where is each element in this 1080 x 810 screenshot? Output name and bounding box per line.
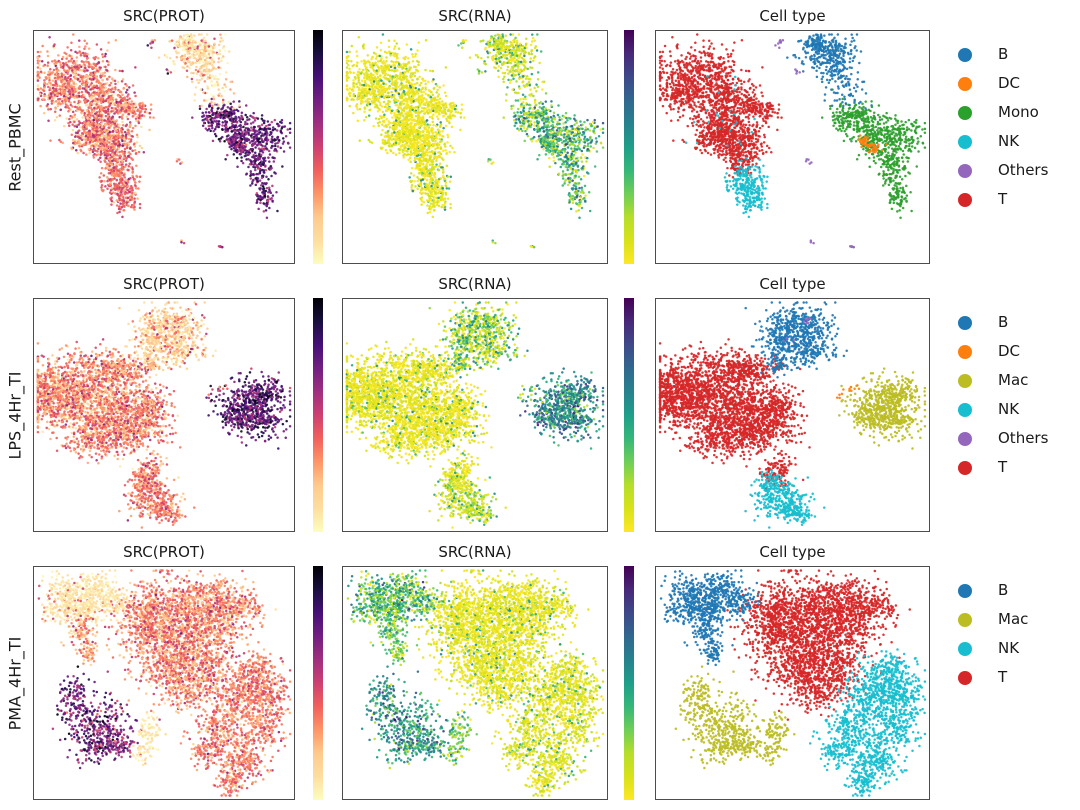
legend-label: NK: [998, 639, 1020, 657]
legend-item-b: B: [948, 576, 1078, 605]
umap-panel-rna-row1: [342, 298, 608, 532]
legend-item-t: T: [948, 663, 1078, 692]
legend-swatch: [958, 47, 972, 62]
umap-panel-celltype-row2: [655, 566, 930, 800]
celltype-legend-row0: B DC Mono NK Others T: [948, 30, 1078, 214]
row-label-text: LPS_4Hr_TI: [5, 371, 25, 459]
legend-item-others: Others: [948, 156, 1078, 185]
scatter-canvas-prot-row0: [34, 31, 294, 263]
legend-item-mono: Mono: [948, 98, 1078, 127]
legend-item-nk: NK: [948, 127, 1078, 156]
colorbar-viridis-row2: [624, 566, 634, 800]
legend-label: B: [998, 45, 1009, 63]
legend-item-nk: NK: [948, 634, 1078, 663]
umap-panel-celltype-row0: [655, 30, 930, 264]
row-label-rest-pbmc: Rest_PBMC: [0, 30, 30, 264]
panel-title-rna: SRC(RNA): [438, 275, 512, 293]
colorbar-viridis-row1: [624, 298, 634, 532]
legend-item-others: Others: [948, 424, 1078, 453]
legend-item-t: T: [948, 453, 1078, 482]
panel-title-rna: SRC(RNA): [438, 7, 512, 25]
legend-swatch: [958, 641, 972, 656]
legend-swatch: [958, 344, 972, 359]
umap-panel-celltype-row1: [655, 298, 930, 532]
legend-item-dc: DC: [948, 69, 1078, 98]
row-label-lps-4hr-ti: LPS_4Hr_TI: [0, 298, 30, 532]
panel-title-rna: SRC(RNA): [438, 543, 512, 561]
umap-panel-prot-row0: [33, 30, 295, 264]
legend-label: T: [998, 668, 1008, 686]
legend-item-t: T: [948, 185, 1078, 214]
legend-swatch: [958, 105, 972, 120]
legend-item-b: B: [948, 308, 1078, 337]
legend-swatch: [958, 460, 972, 475]
umap-panel-rna-row2: [342, 566, 608, 800]
legend-label: DC: [998, 74, 1021, 92]
scatter-canvas-celltype-row0: [656, 31, 929, 263]
panel-title-prot: SRC(PROT): [123, 543, 205, 561]
scatter-canvas-celltype-row1: [656, 299, 929, 531]
celltype-legend-row2: B Mac NK T: [948, 566, 1078, 692]
legend-swatch: [958, 670, 972, 685]
legend-label: Mac: [998, 371, 1029, 389]
scatter-canvas-celltype-row2: [656, 567, 929, 799]
legend-swatch: [958, 431, 972, 446]
row-label-text: PMA_4Hr_TI: [5, 636, 25, 730]
umap-panel-prot-row2: [33, 566, 295, 800]
panel-title-prot: SRC(PROT): [123, 275, 205, 293]
legend-item-mac: Mac: [948, 366, 1078, 395]
legend-item-b: B: [948, 40, 1078, 69]
panel-title-celltype: Cell type: [759, 543, 826, 561]
legend-swatch: [958, 134, 972, 149]
panel-title-celltype: Cell type: [759, 7, 826, 25]
legend-label: Mono: [998, 103, 1039, 121]
panel-title-prot: SRC(PROT): [123, 7, 205, 25]
scatter-canvas-rna-row1: [343, 299, 607, 531]
colorbar-viridis-row0: [624, 30, 634, 264]
scatter-canvas-rna-row2: [343, 567, 607, 799]
legend-swatch: [958, 315, 972, 330]
legend-label: B: [998, 581, 1009, 599]
legend-label: Others: [998, 161, 1049, 179]
scatter-canvas-rna-row0: [343, 31, 607, 263]
legend-item-nk: NK: [948, 395, 1078, 424]
row-label-pma-4hr-ti: PMA_4Hr_TI: [0, 566, 30, 800]
panel-title-celltype: Cell type: [759, 275, 826, 293]
colorbar-magma-row1: [313, 298, 323, 532]
legend-swatch: [958, 583, 972, 598]
legend-label: Mac: [998, 610, 1029, 628]
colorbar-magma-row0: [313, 30, 323, 264]
celltype-legend-row1: B DC Mac NK Others T: [948, 298, 1078, 482]
legend-label: B: [998, 313, 1009, 331]
legend-swatch: [958, 612, 972, 627]
legend-swatch: [958, 163, 972, 178]
legend-item-mac: Mac: [948, 605, 1078, 634]
scatter-canvas-prot-row1: [34, 299, 294, 531]
row-label-text: Rest_PBMC: [5, 102, 25, 192]
legend-swatch: [958, 373, 972, 388]
umap-panel-rna-row0: [342, 30, 608, 264]
legend-swatch: [958, 192, 972, 207]
legend-label: DC: [998, 342, 1021, 360]
legend-label: NK: [998, 132, 1020, 150]
scatter-canvas-prot-row2: [34, 567, 294, 799]
legend-label: Others: [998, 429, 1049, 447]
colorbar-magma-row2: [313, 566, 323, 800]
legend-label: T: [998, 190, 1008, 208]
legend-swatch: [958, 402, 972, 417]
legend-swatch: [958, 76, 972, 91]
umap-panel-prot-row1: [33, 298, 295, 532]
legend-label: T: [998, 458, 1008, 476]
legend-label: NK: [998, 400, 1020, 418]
legend-item-dc: DC: [948, 337, 1078, 366]
